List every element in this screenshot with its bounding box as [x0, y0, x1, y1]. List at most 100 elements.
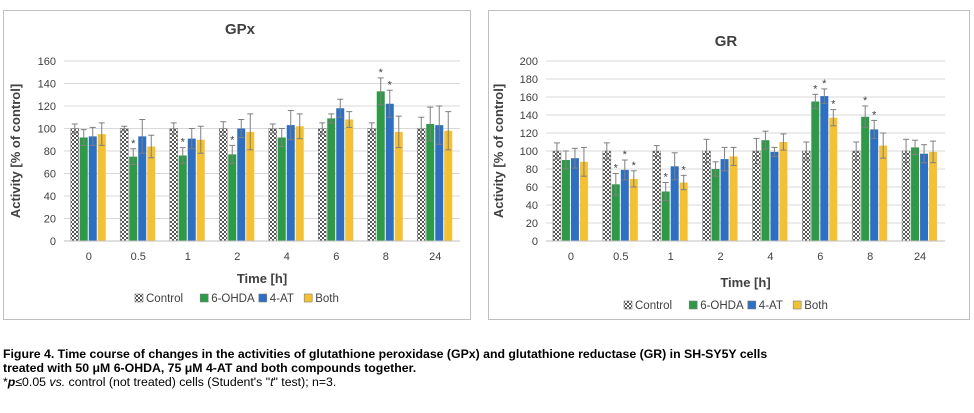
gpx-bar-4-at-24: [435, 125, 444, 241]
gpx-x-tick-label: 0.5: [131, 251, 146, 263]
gr-x-tick-label: 0: [568, 251, 574, 263]
gpx-y-axis-label: Activity [% of control]: [8, 84, 23, 218]
gpx-bar-4-at-8: [385, 103, 394, 241]
gpx-bar-6-ohda-4: [277, 137, 286, 241]
gpx-bar-control-1: [169, 128, 179, 242]
gr-x-tick-label: 4: [767, 251, 773, 263]
gpx-bar-4-at-2: [237, 128, 246, 241]
gpx-legend-swatch-6-ohda: [199, 293, 209, 303]
gr-bar-control-0: [552, 150, 562, 242]
gr-x-tick-label: 0.5: [613, 251, 628, 263]
gr-y-tick-label: 20: [526, 218, 538, 230]
gr-bar-6-ohda-1: [661, 191, 670, 241]
gr-chart-panel: GR 0 20 40 60 80 100 120 140 160 180 200 Activity [%…: [488, 10, 970, 320]
gr-y-tick-label: 100: [520, 146, 538, 158]
gr-y-tick-label: 180: [520, 74, 538, 86]
gpx-bar-control-6: [317, 128, 327, 242]
gr-y-tick-label: 160: [520, 92, 538, 104]
gpx-bar-6-ohda-8: [376, 91, 385, 241]
gpx-legend-label-control: Control: [146, 293, 183, 305]
gpx-legend-label-4-at: 4-AT: [270, 293, 294, 305]
gpx-bar-control-0: [70, 128, 80, 242]
gpx-y-tick-label: 60: [44, 169, 56, 181]
gpx-chart-panel: GPx 0 20 40 60 80 100 120 140 160 Activity [% of c…: [3, 10, 471, 320]
gpx-x-tick-label: 8: [383, 251, 389, 263]
gr-legend-label-4-at: 4-AT: [759, 300, 783, 312]
gr-bar-6-ohda-4: [761, 140, 770, 241]
gpx-y-tick-label: 140: [38, 79, 56, 91]
gr-significance-star: *: [632, 160, 637, 172]
gpx-bar-control-24: [416, 128, 426, 242]
gpx-x-tick-label: 2: [234, 251, 240, 263]
gr-bar-both-0.5: [629, 178, 638, 241]
gpx-bar-4-at-6: [336, 108, 345, 241]
gr-significance-star: *: [623, 149, 628, 161]
gr-bar-control-6: [802, 150, 811, 242]
gr-bar-6-ohda-8: [861, 116, 870, 241]
gpx-bar-4-at-4: [286, 125, 295, 241]
caption-note-mid: ≤0.05: [15, 375, 50, 389]
gpx-bar-both-4: [295, 126, 304, 241]
gr-legend-label-6-ohda: 6-OHDA: [700, 300, 744, 312]
gpx-bar-both-0: [97, 134, 106, 241]
gr-bar-4-at-0: [570, 158, 579, 241]
gr-bar-both-0: [579, 161, 588, 241]
gr-significance-star: *: [813, 83, 818, 95]
gpx-bar-4-at-1: [187, 138, 196, 241]
gr-bar-control-1: [652, 150, 661, 242]
gpx-bar-6-ohda-0.5: [129, 156, 138, 241]
gr-significance-star: *: [872, 109, 877, 121]
gr-bar-6-ohda-0.5: [611, 184, 620, 241]
gpx-bar-both-24: [444, 130, 453, 241]
gr-bar-6-ohda-6: [811, 101, 820, 241]
gr-bar-4-at-1: [670, 166, 679, 241]
gr-bar-both-8: [879, 145, 888, 241]
gr-bar-control-4: [752, 150, 761, 242]
caption-note-t: t: [270, 375, 274, 389]
gr-significance-star: *: [822, 78, 827, 90]
gpx-x-axis-label: Time [h]: [237, 271, 287, 286]
gr-bar-both-4: [779, 142, 788, 241]
gr-bar-control-24: [901, 150, 911, 242]
gr-bar-6-ohda-2: [711, 169, 720, 241]
caption-note-p: p: [7, 375, 16, 389]
gpx-significance-star: *: [181, 137, 186, 149]
gpx-bar-both-2: [246, 131, 255, 241]
caption-note-star: *: [3, 375, 8, 389]
gr-bar-both-6: [829, 117, 838, 241]
gpx-significance-star: *: [131, 138, 136, 150]
gpx-bar-control-4: [268, 128, 278, 242]
gr-legend-swatch-both: [792, 300, 802, 310]
gr-bar-both-1: [679, 182, 688, 241]
gpx-y-tick-label: 40: [44, 191, 56, 203]
gr-bar-both-24: [929, 151, 938, 241]
caption-note-end: " test); n=3.: [273, 375, 337, 389]
gr-bar-4-at-6: [820, 96, 829, 241]
gr-x-tick-label: 8: [867, 251, 873, 263]
gr-bar-6-ohda-0: [561, 160, 570, 241]
gr-bar-both-2: [729, 156, 738, 241]
gpx-legend-label-6-ohda: 6-OHDA: [211, 293, 255, 305]
gpx-bar-control-0.5: [119, 128, 129, 242]
gpx-y-tick-label: 160: [38, 56, 56, 68]
gr-bar-4-at-8: [870, 129, 879, 241]
gr-bar-4-at-24: [920, 153, 929, 241]
gpx-bar-control-2: [218, 128, 228, 242]
gr-x-tick-label: 1: [668, 251, 674, 263]
gr-bar-4-at-4: [770, 151, 779, 241]
gpx-legend-swatch-both: [303, 293, 313, 303]
gr-bar-4-at-0.5: [620, 169, 629, 241]
gpx-legend-swatch-4-at: [258, 293, 268, 303]
gr-bar-6-ohda-24: [911, 147, 920, 241]
figure-caption: Figure 4. Time course of changes in the …: [3, 347, 969, 389]
gr-y-tick-label: 140: [520, 110, 538, 122]
caption-note-rest: control (not treated) cells (Student's ": [65, 375, 271, 389]
gr-legend-swatch-6-ohda: [688, 300, 698, 310]
gpx-bar-control-8: [367, 128, 377, 242]
gpx-bar-6-ohda-24: [426, 124, 435, 241]
gr-y-tick-label: 80: [526, 164, 538, 176]
gr-significance-star: *: [863, 95, 868, 107]
gr-significance-star: *: [664, 172, 669, 184]
gpx-bar-6-ohda-1: [178, 155, 187, 241]
gpx-bar-both-0.5: [147, 146, 156, 241]
